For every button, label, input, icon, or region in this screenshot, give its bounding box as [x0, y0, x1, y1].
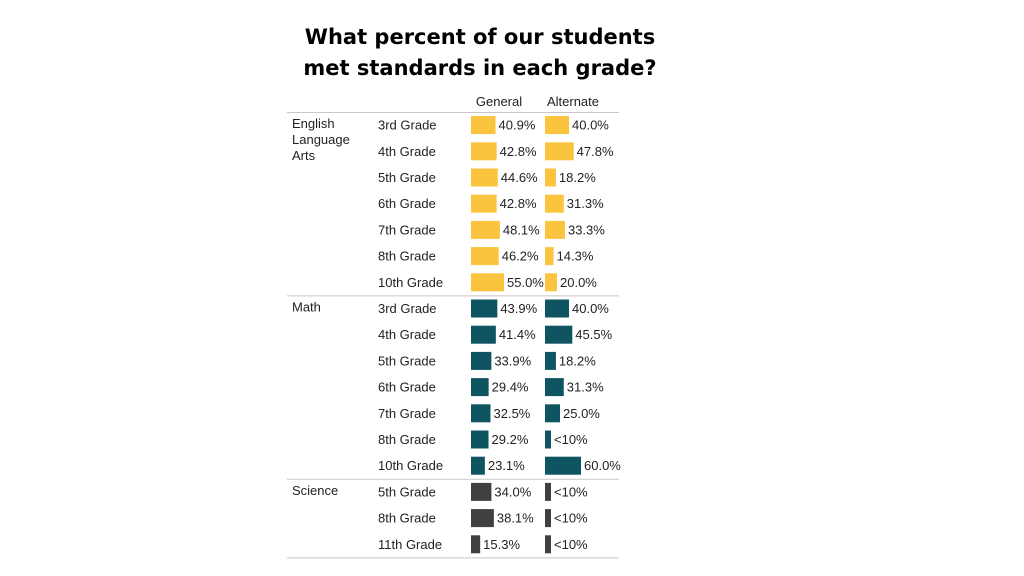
group-label-line: Math	[292, 299, 321, 314]
alternate-value-label: 20.0%	[560, 275, 597, 290]
general-value-label: 43.9%	[500, 301, 537, 316]
alternate-value-label: 47.8%	[577, 144, 614, 159]
alternate-bar	[545, 351, 556, 370]
group-label: Science	[292, 483, 338, 498]
group-label-line: Arts	[292, 148, 316, 163]
general-bar	[471, 509, 494, 528]
grade-label: 7th Grade	[378, 222, 436, 237]
alternate-bar	[545, 535, 551, 554]
general-value-label: 15.3%	[483, 537, 520, 552]
general-value-label: 41.4%	[499, 327, 536, 342]
general-value-label: 48.1%	[503, 222, 540, 237]
grade-label: 10th Grade	[378, 275, 443, 290]
general-bar	[471, 535, 481, 554]
alternate-bar	[545, 482, 551, 501]
group-label-line: English	[292, 116, 335, 131]
alternate-value-label: 40.0%	[572, 118, 609, 133]
general-value-label: 46.2%	[502, 249, 539, 264]
general-value-label: 34.0%	[494, 484, 531, 499]
chart-title: What percent of our students met standar…	[280, 22, 680, 84]
grade-label: 5th Grade	[378, 170, 436, 185]
alternate-value-label: 60.0%	[584, 458, 621, 473]
column-header-general: General	[476, 94, 522, 109]
grade-label: 4th Grade	[378, 327, 436, 342]
alternate-bar	[545, 168, 556, 187]
alternate-bar	[545, 456, 581, 475]
alternate-bar	[545, 273, 557, 292]
general-value-label: 42.8%	[500, 144, 537, 159]
general-value-label: 32.5%	[494, 406, 531, 421]
general-value-label: 29.4%	[492, 380, 529, 395]
grade-label: 6th Grade	[378, 380, 436, 395]
alternate-value-label: 14.3%	[557, 249, 594, 264]
alternate-value-label: 33.3%	[568, 222, 605, 237]
group-label-line: Language	[292, 132, 350, 147]
alternate-bar	[545, 116, 569, 135]
alternate-value-label: <10%	[554, 432, 588, 447]
general-bar	[471, 325, 496, 344]
alternate-value-label: 45.5%	[575, 327, 612, 342]
alternate-value-label: 18.2%	[559, 170, 596, 185]
grade-label: 11th Grade	[378, 537, 442, 552]
general-value-label: 38.1%	[497, 511, 534, 526]
alternate-value-label: 40.0%	[572, 301, 609, 316]
alternate-bar	[545, 299, 569, 318]
general-bar	[471, 430, 489, 449]
column-header-alternate: Alternate	[547, 94, 599, 109]
chart-title-line-1: What percent of our students	[304, 25, 656, 49]
general-bar	[471, 142, 497, 161]
general-bar	[471, 351, 492, 370]
group-label-line: Science	[292, 483, 338, 498]
grade-label: 10th Grade	[378, 458, 443, 473]
alternate-bar	[545, 194, 564, 213]
alternate-value-label: 31.3%	[567, 196, 604, 211]
grade-label: 7th Grade	[378, 406, 436, 421]
general-bar	[471, 220, 500, 239]
alternate-value-label: 25.0%	[563, 406, 600, 421]
alternate-bar	[545, 220, 565, 239]
alternate-bar	[545, 247, 554, 266]
general-bar	[471, 482, 492, 501]
general-bar	[471, 273, 504, 292]
general-bar	[471, 456, 485, 475]
general-bar	[471, 168, 498, 187]
alternate-bar	[545, 509, 551, 528]
grade-label: 5th Grade	[378, 353, 436, 368]
general-value-label: 42.8%	[500, 196, 537, 211]
alternate-value-label: <10%	[554, 511, 588, 526]
alternate-bar	[545, 325, 573, 344]
general-bar	[471, 116, 496, 135]
grade-label: 3rd Grade	[378, 118, 437, 133]
grade-label: 8th Grade	[378, 511, 436, 526]
chart-title-line-2: met standards in each grade?	[303, 56, 657, 80]
group-label: English Language Arts	[292, 116, 350, 163]
general-value-label: 40.9%	[499, 118, 536, 133]
general-value-label: 33.9%	[494, 353, 531, 368]
alternate-bar	[545, 404, 560, 423]
alternate-value-label: <10%	[554, 484, 588, 499]
group-label: Math	[292, 299, 321, 314]
alternate-value-label: 18.2%	[559, 353, 596, 368]
general-bar	[471, 247, 499, 266]
alternate-value-label: <10%	[554, 537, 588, 552]
general-bar	[471, 404, 491, 423]
alternate-bar	[545, 430, 551, 449]
general-value-label: 44.6%	[501, 170, 538, 185]
general-bar	[471, 194, 497, 213]
grade-label: 4th Grade	[378, 144, 436, 159]
general-value-label: 23.1%	[488, 458, 525, 473]
general-value-label: 55.0%	[507, 275, 544, 290]
grade-label: 8th Grade	[378, 432, 436, 447]
grade-label: 8th Grade	[378, 249, 436, 264]
alternate-bar	[545, 142, 574, 161]
grade-label: 3rd Grade	[378, 301, 437, 316]
grade-label: 6th Grade	[378, 196, 436, 211]
general-value-label: 29.2%	[492, 432, 529, 447]
general-bar	[471, 299, 498, 318]
alternate-value-label: 31.3%	[567, 380, 604, 395]
general-bar	[471, 378, 489, 397]
grade-label: 5th Grade	[378, 484, 436, 499]
alternate-bar	[545, 378, 564, 397]
